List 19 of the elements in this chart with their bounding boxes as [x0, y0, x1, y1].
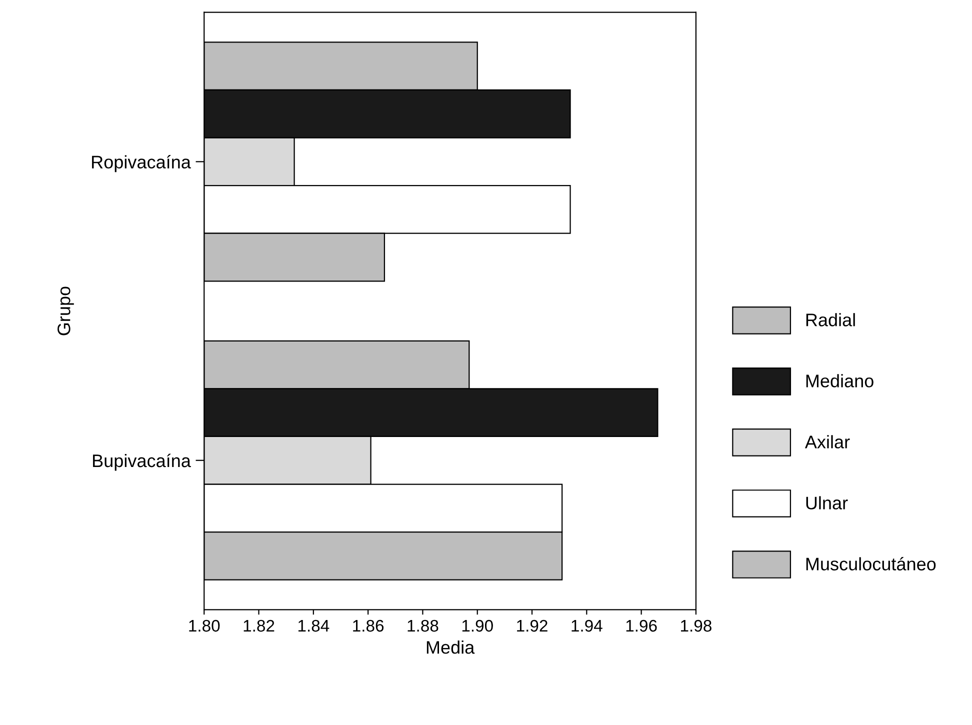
- legend-label: Axilar: [804, 435, 850, 448]
- x-tick-label: 1.94: [572, 620, 602, 632]
- x-tick-label: 1.90: [462, 620, 493, 632]
- y-tick-label: Bupivacaína: [93, 454, 191, 471]
- legend-label: Ulnar: [806, 496, 848, 510]
- x-tick-label: 1.98: [681, 620, 712, 632]
- x-tick-label: 1.86: [353, 620, 384, 632]
- x-tick-label: 1.96: [626, 620, 657, 632]
- x-axis-title: Media: [426, 640, 475, 654]
- y-tick-label: Ropivacaína: [92, 155, 191, 172]
- x-tick-label: 1.82: [244, 620, 274, 632]
- legend-label: Musculocutáneo: [806, 556, 936, 570]
- x-tick-label: 1.92: [517, 620, 548, 632]
- legend-label: Mediano: [806, 374, 874, 388]
- legend-label: Radial: [806, 313, 855, 326]
- x-tick-label: 1.80: [189, 620, 220, 632]
- x-tick-label: 1.84: [298, 620, 330, 632]
- y-axis-title: Grupo: [58, 286, 74, 336]
- x-tick-label: 1.88: [408, 620, 438, 632]
